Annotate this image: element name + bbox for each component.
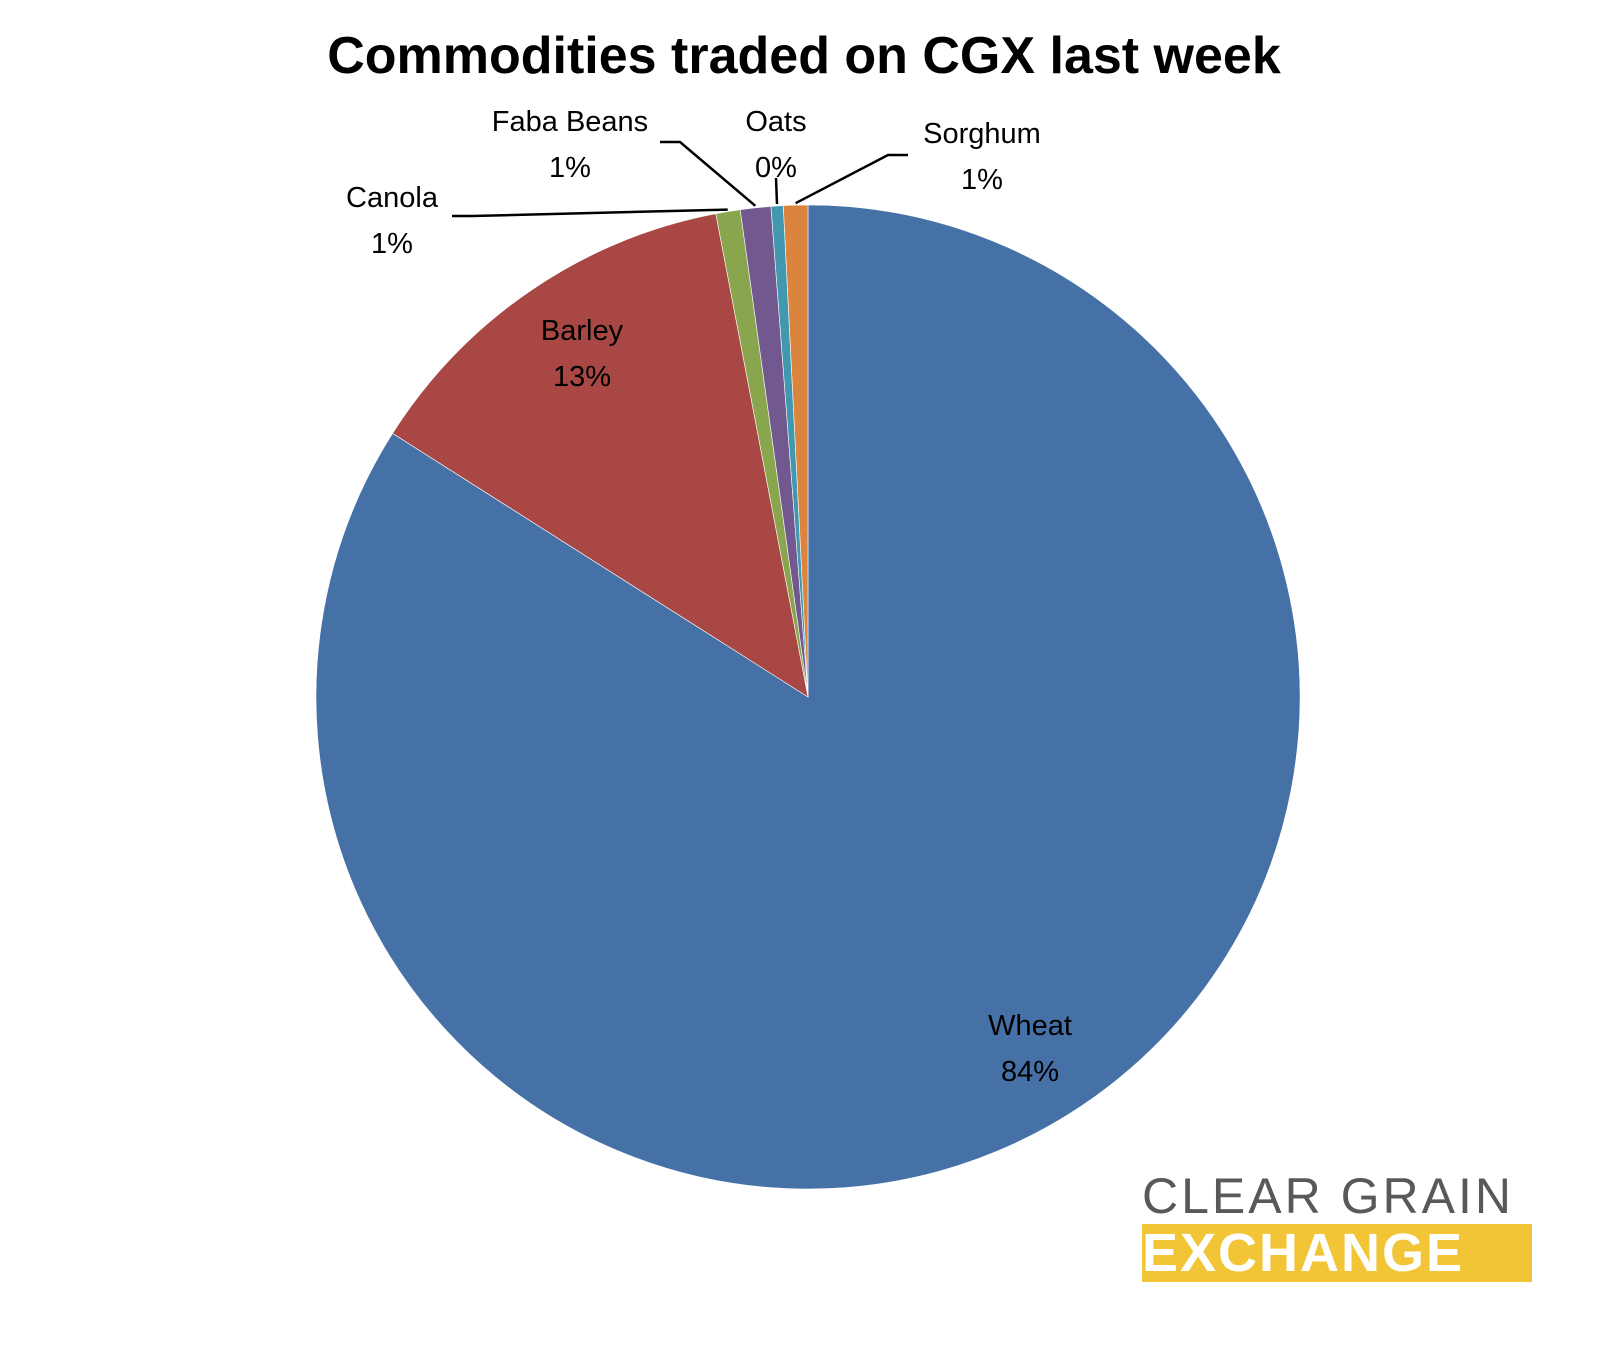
label-name-wheat: Wheat [988,1010,1072,1042]
slice-sorghum [782,204,809,698]
label-percent-canola: 1% [371,228,413,260]
logo-text-exchange: EXCHANGE [1142,1223,1465,1283]
pie-slices [315,204,1301,1190]
label-name-barley: Barley [541,315,624,347]
logo-banner: EXCHANGE [1142,1224,1532,1282]
slice-wheat [315,204,1301,1190]
data-labels: Wheat 84% Barley 13% Canola 1% Faba Beans 1% Oat… [346,106,1072,1088]
clear-grain-exchange-logo: CLEAR GRAIN EXCHANGE [1142,1168,1532,1282]
label-percent-sorghum: 1% [961,164,1003,196]
leader-line-sorghum [795,153,908,205]
label-percent-faba-beans: 1% [549,152,591,184]
leader-line-canola [452,208,728,218]
label-name-oats: Oats [745,106,806,138]
leader-line-oats [774,177,779,205]
label-percent-wheat: 84% [1001,1056,1059,1088]
slice-barley [392,213,809,698]
leader-lines [452,140,908,218]
logo-text-clear-grain: CLEAR GRAIN [1142,1168,1514,1224]
label-name-canola: Canola [346,182,439,214]
chart-title: Commodities traded on CGX last week [327,27,1281,85]
label-percent-barley: 13% [553,361,611,393]
leader-line-faba-beans [660,140,757,207]
label-percent-oats: 0% [755,152,797,184]
label-name-faba-beans: Faba Beans [492,106,648,138]
label-name-sorghum: Sorghum [923,118,1041,150]
